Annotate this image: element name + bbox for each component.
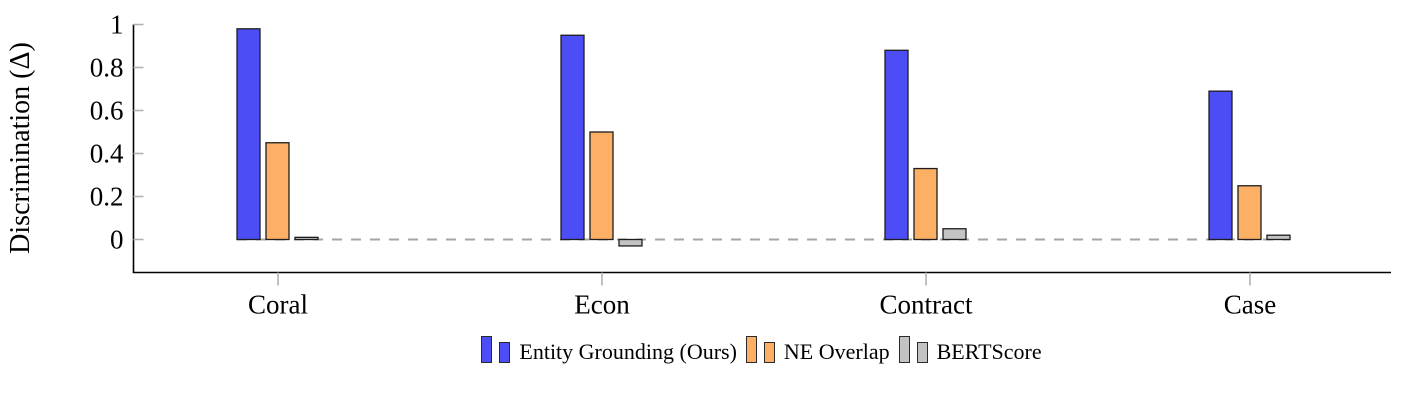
bar-swatch-icon: [898, 336, 928, 363]
bar-swatch-icon: [499, 342, 511, 363]
legend-entry-entity-grounding: Entity Grounding (Ours): [481, 336, 737, 365]
bar-entity-grounding-ours-econ: [560, 34, 585, 241]
y-tick-label: 0.2: [90, 182, 124, 212]
legend-label: BERTScore: [936, 338, 1042, 364]
bar-swatch-icon: [898, 336, 910, 363]
y-tick-label: 0.6: [90, 96, 124, 126]
bar-entity-grounding-ours-contract: [884, 49, 909, 241]
y-tick-label: 1: [110, 10, 124, 40]
bar-entity-grounding-ours-case: [1208, 90, 1233, 241]
x-category-label-coral: Coral: [248, 290, 308, 320]
x-category-label-contract: Contract: [880, 290, 973, 320]
y-axis-title: Discrimination (Δ): [5, 42, 36, 254]
bar-ne-overlap-econ: [589, 131, 614, 241]
legend-label: Entity Grounding (Ours): [519, 338, 737, 364]
legend-label: NE Overlap: [783, 338, 890, 364]
legend: Entity Grounding (Ours) NE Overlap BERTS…: [133, 336, 1390, 365]
x-category-label-econ: Econ: [574, 290, 630, 320]
bar-bertscore-case: [1266, 234, 1291, 241]
bar-swatch-icon: [745, 336, 757, 363]
y-tick-label: 0: [110, 225, 124, 255]
legend-entry-bertscore: BERTScore: [898, 336, 1042, 365]
bar-swatch-icon: [763, 342, 775, 363]
y-tick-label: 0.4: [90, 139, 124, 169]
bar-bertscore-econ: [618, 238, 643, 247]
x-category-label-case: Case: [1224, 290, 1277, 320]
bar-bertscore-coral: [294, 236, 319, 241]
legend-entry-ne-overlap: NE Overlap: [745, 336, 890, 365]
bar-entity-grounding-ours-coral: [236, 28, 261, 241]
bar-bertscore-contract: [942, 228, 967, 241]
bar-ne-overlap-contract: [913, 167, 938, 241]
y-tick-label: 0.8: [90, 53, 124, 83]
bar-ne-overlap-coral: [265, 142, 290, 241]
bar-swatch-icon: [916, 342, 928, 363]
bar-ne-overlap-case: [1237, 185, 1262, 241]
bar-swatch-icon: [481, 336, 511, 363]
bar-swatch-icon: [481, 336, 493, 363]
bar-swatch-icon: [745, 336, 775, 363]
